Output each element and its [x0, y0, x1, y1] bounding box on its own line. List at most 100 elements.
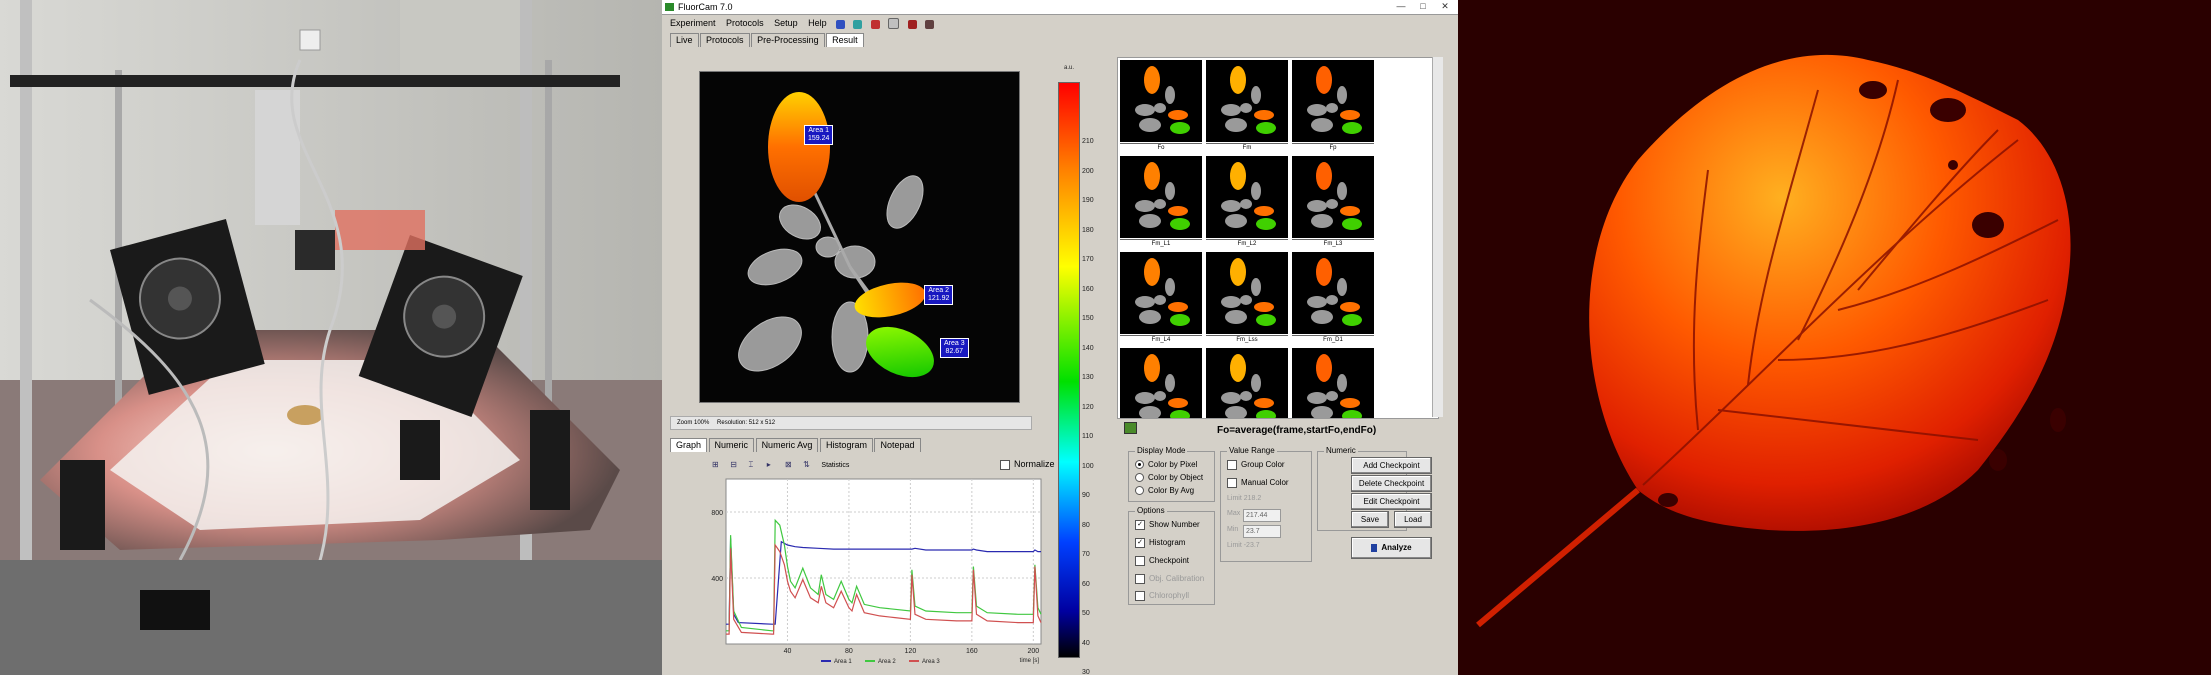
x-tick-label: 80 — [845, 648, 853, 655]
parameter-thumbnail[interactable]: Fm_L4 — [1120, 252, 1202, 345]
thumbnail-label: Fm_D1 — [1292, 335, 1374, 345]
thumbnail-label: Fm — [1206, 143, 1288, 153]
tab-pre-processing[interactable]: Pre-Processing — [751, 33, 825, 47]
normalize-check[interactable] — [1000, 459, 1010, 470]
cursor-icon[interactable]: ⌶ — [748, 460, 754, 469]
fit-icon[interactable]: ⊠ — [784, 460, 792, 469]
parameter-thumbnail[interactable]: Fo — [1120, 60, 1202, 153]
min-field[interactable]: 23.7 — [1243, 525, 1281, 538]
tab-result[interactable]: Result — [826, 33, 864, 47]
plant-icon[interactable] — [925, 20, 935, 29]
load-button[interactable]: Load — [1394, 511, 1432, 528]
obj-calibration-checkbox: Obj. Calibration — [1135, 574, 1204, 584]
flask-icon[interactable] — [870, 20, 880, 29]
max-field[interactable]: 217.44 — [1243, 509, 1281, 522]
resolution-readout: Resolution: 512 x 512 — [717, 420, 776, 426]
radio-object[interactable] — [1135, 473, 1144, 483]
edit-checkpoint-button[interactable]: Edit Checkpoint — [1351, 493, 1432, 510]
statistics-button[interactable]: Statistics — [821, 462, 850, 469]
thumbnail-scrollbar[interactable] — [1432, 57, 1443, 417]
parameter-thumbnail[interactable]: Fm_L3 — [1292, 156, 1374, 249]
area-2-label: Area 2 121.92 — [924, 285, 954, 305]
image-statusbar: Zoom 100% Resolution: 512 x 512 — [670, 416, 1032, 430]
fluorcam-app-window: FluorCam 7.0 — □ ✕ Experiment Protocols … — [662, 0, 1458, 675]
step-icon[interactable]: ▸ — [766, 460, 771, 469]
color-by-object-radio[interactable]: Color by Object — [1135, 473, 1203, 483]
options-group: Options ✓ Show Number ✓ Histogram Checkpoi… — [1128, 506, 1215, 605]
menu-setup[interactable]: Setup — [774, 18, 798, 28]
show-number-checkbox[interactable]: ✓ Show Number — [1135, 520, 1200, 530]
maximize-button[interactable]: □ — [1420, 1, 1426, 11]
fluorescence-image-view[interactable]: Area 1 159.24 Area 2 121.92 Area 3 82.67 — [699, 71, 1020, 403]
delete-checkpoint-button[interactable]: Delete Checkpoint — [1351, 475, 1432, 492]
parameter-formula: Fo=average(frame,startFo,endFo) — [1217, 425, 1377, 436]
manual-color-check[interactable] — [1227, 478, 1237, 488]
analyze-icon — [1371, 543, 1378, 552]
colorbar-tick-label: 200 — [1082, 167, 1094, 175]
parameter-thumbnail[interactable]: Fm_D1 — [1292, 252, 1374, 345]
thumbnail-label: Fm_L1 — [1120, 239, 1202, 249]
parameter-thumbnail[interactable] — [1206, 348, 1288, 418]
normalize-label: Normalize — [1014, 459, 1055, 469]
parameter-thumbnail[interactable]: Fm — [1206, 60, 1288, 153]
show-number-check[interactable]: ✓ — [1135, 520, 1145, 530]
group-color-check[interactable] — [1227, 460, 1237, 470]
zoom-in-icon[interactable]: ⊞ — [712, 460, 719, 469]
save-button[interactable]: Save — [1351, 511, 1389, 528]
parameter-thumbnail[interactable]: Fp — [1292, 60, 1374, 153]
checkpoint-checkbox[interactable]: Checkpoint — [1135, 556, 1189, 566]
zoom-out-icon[interactable]: ⊟ — [730, 460, 737, 469]
rect-tool-icon[interactable] — [836, 20, 845, 29]
checkpoint-check[interactable] — [1135, 556, 1145, 566]
colorbar-tick-label: 60 — [1082, 580, 1090, 588]
colorbar-unit: a.u. — [1064, 65, 1075, 71]
colorbar-tick-label: 110 — [1082, 433, 1094, 440]
menu-protocols[interactable]: Protocols — [726, 18, 764, 28]
parameter-thumbnail[interactable] — [1292, 348, 1374, 418]
histogram-check[interactable]: ✓ — [1135, 538, 1145, 548]
chlorophyll-label: Chlorophyll — [1149, 591, 1190, 601]
close-button[interactable]: ✕ — [1441, 1, 1449, 11]
tab-protocols[interactable]: Protocols — [700, 33, 750, 47]
leaf-area-3[interactable] — [858, 317, 942, 387]
ellipse-tool-icon[interactable] — [853, 20, 863, 29]
tab-notepad[interactable]: Notepad — [874, 438, 921, 452]
group-color-checkbox[interactable]: Group Color — [1227, 460, 1285, 470]
area-1-label: Area 1 159.24 — [804, 125, 834, 145]
area-2-value: 121.92 — [928, 295, 950, 302]
normalize-checkbox[interactable]: Normalize — [1000, 459, 1055, 470]
tab-numeric-avg[interactable]: Numeric Avg — [755, 438, 819, 452]
gauge-icon[interactable] — [888, 18, 900, 29]
minimize-button[interactable]: — — [1396, 1, 1406, 11]
parameter-thumbnail[interactable]: Fm_L1 — [1120, 156, 1202, 249]
menu-experiment[interactable]: Experiment — [670, 18, 716, 28]
leaf-area-1[interactable] — [768, 92, 830, 202]
add-checkpoint-button[interactable]: Add Checkpoint — [1351, 457, 1432, 474]
color-by-avg-radio[interactable]: Color By Avg — [1135, 486, 1194, 496]
leaf-area-2[interactable] — [851, 277, 928, 323]
thumbnail-image — [1292, 60, 1374, 142]
camera-icon[interactable] — [907, 20, 917, 29]
parameter-thumbnail[interactable]: Fm_L2 — [1206, 156, 1288, 249]
display-mode-title: Display Mode — [1135, 446, 1188, 455]
menu-help[interactable]: Help — [808, 18, 827, 28]
tab-graph[interactable]: Graph — [670, 438, 708, 452]
radio-avg[interactable] — [1135, 486, 1144, 496]
tab-numeric[interactable]: Numeric — [708, 438, 755, 452]
manual-color-checkbox[interactable]: Manual Color — [1227, 478, 1289, 488]
numeric-title: Numeric — [1324, 446, 1358, 455]
thumbnail-label: Fp — [1292, 143, 1374, 153]
manual-color-label: Manual Color — [1241, 478, 1289, 488]
tab-live[interactable]: Live — [670, 33, 699, 47]
parameter-thumbnail[interactable]: Fm_Lss — [1206, 252, 1288, 345]
parameter-thumbnail[interactable] — [1120, 348, 1202, 418]
photo-fluorcam-setup — [0, 0, 662, 675]
analyze-button[interactable]: Analyze — [1351, 537, 1432, 559]
kinetics-graph[interactable]: 40 80 120 160 200 800 400 time [s] Area 1 Area 2 A… — [704, 475, 1049, 665]
color-by-pixel-radio[interactable]: Color by Pixel — [1135, 460, 1197, 470]
tab-histogram[interactable]: Histogram — [819, 438, 873, 452]
histogram-checkbox[interactable]: ✓ Histogram — [1135, 538, 1185, 548]
radio-pixel[interactable] — [1135, 460, 1144, 470]
scale-icon[interactable]: ⇅ — [803, 460, 810, 469]
colorbar-tick-label: 120 — [1082, 403, 1094, 411]
